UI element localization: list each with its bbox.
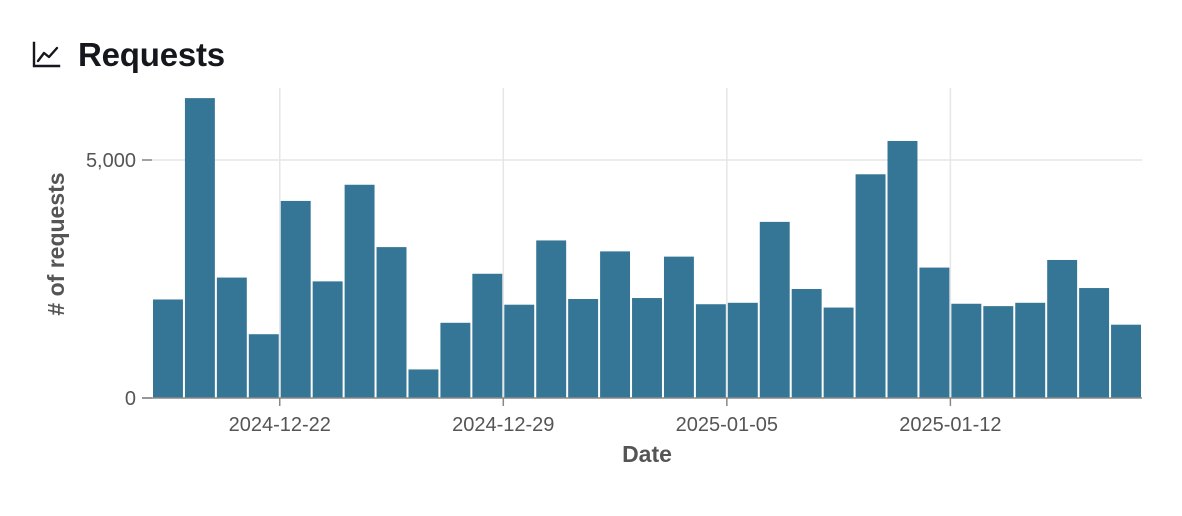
panel-header: Requests <box>30 30 225 80</box>
bars-layer <box>153 98 1141 399</box>
x-tick-label: 2024-12-22 <box>229 414 331 436</box>
bar[interactable] <box>951 303 982 398</box>
bar[interactable] <box>408 369 439 398</box>
bar[interactable] <box>983 306 1014 398</box>
panel-title: Requests <box>78 36 225 73</box>
bar[interactable] <box>727 302 758 398</box>
bar[interactable] <box>216 277 247 398</box>
bar[interactable] <box>440 322 471 398</box>
labels-layer: 2024-12-22 2024-12-29 2025-01-05 2025-01-12… <box>86 150 1002 436</box>
axis-layer <box>142 159 1142 406</box>
bar[interactable] <box>504 304 535 398</box>
bar[interactable] <box>536 240 567 398</box>
x-tick-label: 2025-01-05 <box>676 414 778 436</box>
bar[interactable] <box>1015 302 1046 398</box>
bar[interactable] <box>600 251 631 398</box>
bar[interactable] <box>1079 288 1110 398</box>
bar[interactable] <box>759 221 790 398</box>
bar[interactable] <box>855 174 886 398</box>
y-tick-label: 0 <box>125 388 136 410</box>
bar[interactable] <box>472 273 503 398</box>
bar[interactable] <box>344 184 375 398</box>
y-tick-label: 5,000 <box>86 150 136 172</box>
bar[interactable] <box>376 247 407 398</box>
bar[interactable] <box>248 334 279 398</box>
bar[interactable] <box>1111 324 1141 398</box>
bar[interactable] <box>695 304 726 398</box>
bar[interactable] <box>153 299 183 398</box>
x-axis-title: Date <box>622 441 672 467</box>
grid-layer <box>142 88 1142 398</box>
bar[interactable] <box>312 281 343 398</box>
bar[interactable] <box>791 288 822 398</box>
x-tick-label: 2025-01-12 <box>899 414 1001 436</box>
bar[interactable] <box>568 298 599 398</box>
y-axis-title: # of requests <box>43 172 69 315</box>
x-tick-label: 2024-12-29 <box>452 414 554 436</box>
bar[interactable] <box>887 140 918 398</box>
bar[interactable] <box>823 307 854 398</box>
bar[interactable] <box>1047 259 1078 398</box>
bar[interactable] <box>919 267 950 398</box>
bar[interactable] <box>184 98 215 399</box>
line-chart-icon <box>32 41 61 68</box>
bar[interactable] <box>663 256 694 398</box>
bar[interactable] <box>280 200 311 398</box>
bar[interactable] <box>632 298 662 398</box>
